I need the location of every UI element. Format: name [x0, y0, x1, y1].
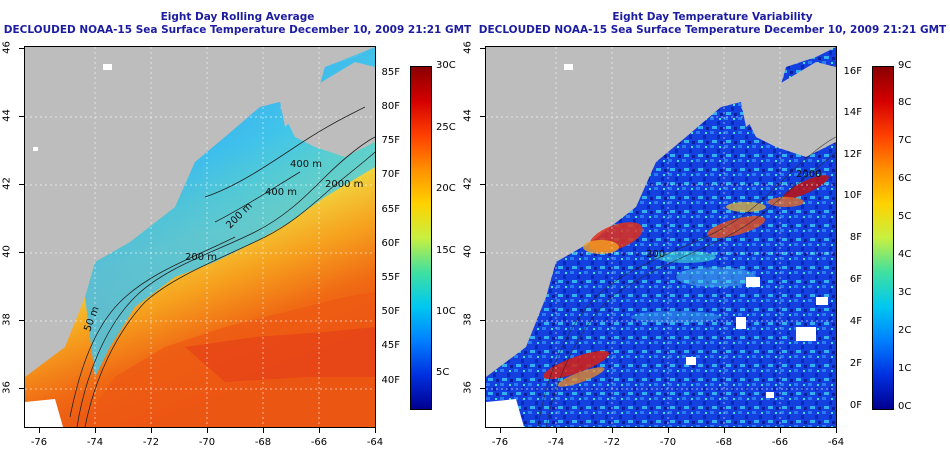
lat-tick-label: 40	[1, 245, 13, 258]
lon-tick-label: -76	[30, 437, 48, 448]
sst-variability-map: 2000 200	[485, 46, 837, 428]
lon-tick-label: -64	[366, 437, 384, 448]
colorbar-c-label: 6C	[898, 173, 912, 184]
colorbar-f-label: 55F	[381, 272, 400, 283]
colorbar-c-label: 10C	[436, 306, 456, 317]
colorbar-c-label: 2C	[898, 325, 912, 336]
lat-tick-label: 36	[1, 381, 13, 394]
colorbar-f-label: 8F	[849, 232, 862, 243]
lat-tick-label: 38	[462, 313, 474, 326]
lon-tick-label: -66	[310, 437, 328, 448]
colorbar-f-label: 45F	[381, 340, 400, 351]
lon-tick-label: -66	[771, 437, 789, 448]
lon-tick-label: -72	[142, 437, 160, 448]
lat-tick-label: 44	[1, 109, 13, 122]
colorbar-c-label: 30C	[436, 60, 456, 71]
lat-tick-label: 44	[462, 109, 474, 122]
colorbar-f-label: 14F	[843, 107, 862, 118]
colorbar-c-label: 1C	[898, 363, 912, 374]
variability-colorbar	[872, 66, 894, 410]
lon-tick-label: -68	[254, 437, 272, 448]
lat-tick-label: 46	[462, 41, 474, 54]
lat-tick-label: 38	[1, 313, 13, 326]
colorbar-f-label: 2F	[849, 358, 862, 369]
colorbar-f-label: 0F	[849, 400, 862, 411]
colorbar-f-label: 40F	[381, 375, 400, 386]
colorbar-f-label: 85F	[381, 67, 400, 78]
variability-map-subtitle: DECLOUDED NOAA-15 Sea Surface Temperatur…	[478, 24, 947, 36]
contour-label: 400 m	[265, 187, 297, 198]
colorbar-f-label: 10F	[843, 190, 862, 201]
colorbar-c-label: 9C	[898, 60, 912, 71]
colorbar-f-label: 16F	[843, 66, 862, 77]
colorbar-f-label: 12F	[843, 149, 862, 160]
colorbar-c-label: 7C	[898, 135, 912, 146]
colorbar-f-label: 50F	[381, 306, 400, 317]
lon-tick-label: -74	[547, 437, 565, 448]
lat-tick-label: 42	[1, 177, 13, 190]
contour-label: 400 m	[290, 159, 322, 170]
sst-average-map: 400 m 2000 m 400 m 200 m 50 m 200 m	[24, 46, 376, 428]
lon-tick-label: -70	[659, 437, 677, 448]
lon-tick-label: -74	[86, 437, 104, 448]
average-map-subtitle: DECLOUDED NOAA-15 Sea Surface Temperatur…	[3, 24, 472, 36]
colorbar-c-label: 20C	[436, 183, 456, 194]
contour-label: 2000 m	[325, 179, 363, 190]
sst-average-panel: Eight Day Rolling Average DECLOUDED NOAA…	[1, 11, 472, 448]
colorbar-f-label: 80F	[381, 101, 400, 112]
contour-label: 2000	[796, 169, 821, 180]
colorbar-c-label: 8C	[898, 97, 912, 108]
lat-tick-label: 36	[462, 381, 474, 394]
lon-tick-label: -68	[715, 437, 733, 448]
colorbar-c-label: 15C	[436, 245, 456, 256]
colorbar-c-label: 5C	[436, 367, 450, 378]
lon-tick-label: -70	[198, 437, 216, 448]
lon-tick-label: -76	[491, 437, 509, 448]
colorbar-f-label: 60F	[381, 238, 400, 249]
lat-tick-label: 40	[462, 245, 474, 258]
colorbar-f-label: 6F	[849, 274, 862, 285]
colorbar-f-label: 75F	[381, 135, 400, 146]
lon-tick-label: -64	[827, 437, 845, 448]
lon-tick-label: -72	[603, 437, 621, 448]
contour-label: 200	[646, 249, 665, 260]
contour-label: 200 m	[185, 252, 217, 263]
average-map-title: Eight Day Rolling Average	[160, 11, 315, 23]
colorbar-c-label: 25C	[436, 122, 456, 133]
lat-tick-label: 42	[462, 177, 474, 190]
variability-map-title: Eight Day Temperature Variability	[612, 11, 813, 23]
colorbar-f-label: 4F	[849, 316, 862, 327]
temperature-colorbar	[410, 66, 432, 410]
colorbar-c-label: 5C	[898, 211, 912, 222]
lat-tick-label: 46	[1, 41, 13, 54]
sst-variability-panel: Eight Day Temperature Variability DECLOU…	[463, 0, 950, 475]
colorbar-c-label: 0C	[898, 401, 912, 412]
colorbar-c-label: 3C	[898, 287, 912, 298]
colorbar-c-label: 4C	[898, 249, 912, 260]
colorbar-f-label: 70F	[381, 169, 400, 180]
colorbar-f-label: 65F	[381, 204, 400, 215]
